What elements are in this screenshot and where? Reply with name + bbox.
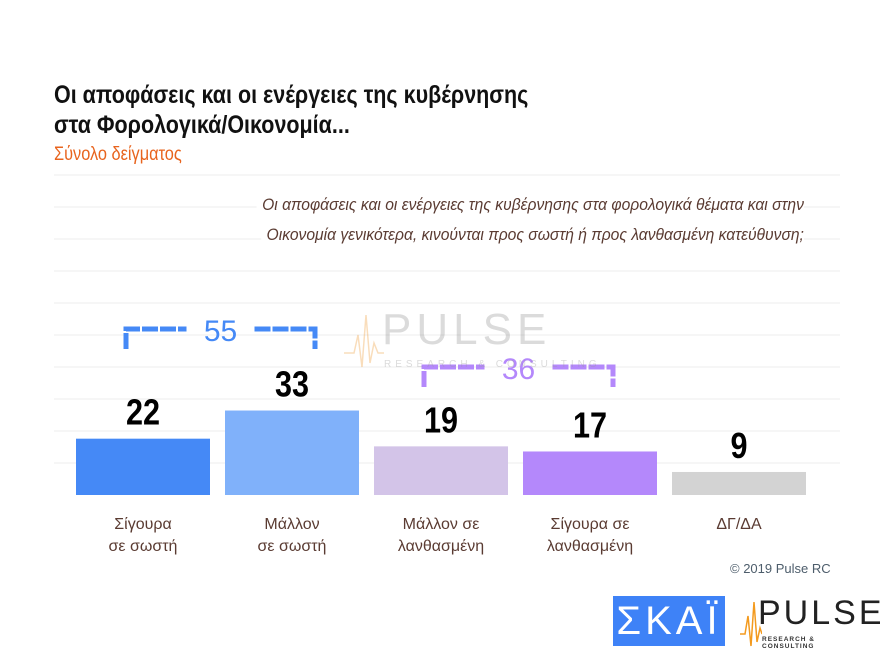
pulse-wave-icon: [344, 314, 384, 368]
data-label: 22: [126, 393, 160, 433]
copyright: © 2019 Pulse RC: [730, 561, 831, 576]
category-label: Σίγουρα σε σωστή: [108, 516, 178, 555]
group-bracket: [552, 364, 616, 387]
watermark-tag: RESEARCH & CONSULTING: [384, 359, 601, 370]
data-label: 9: [730, 427, 747, 467]
pulse-logo: PULSE RESEARCH & CONSULTING: [740, 594, 880, 650]
category-label: Μάλλον σε σωστή: [257, 516, 327, 555]
pulse-watermark: PULSE RESEARCH & CONSULTING: [344, 305, 597, 380]
group-bracket: [123, 326, 187, 349]
chart-title: Οι αποφάσεις και οι ενέργειες της κυβέρν…: [54, 80, 528, 140]
group-bracket: [421, 364, 485, 387]
bar: [76, 438, 210, 495]
category-label: Σίγουρα σε λανθασμένη: [546, 516, 634, 555]
pulse-tag: RESEARCH & CONSULTING: [762, 636, 815, 650]
group-total-label: 36: [502, 353, 535, 386]
skai-logo: ΣΚΑΪ: [613, 596, 725, 646]
data-label: 17: [573, 406, 607, 446]
pulse-word: PULSE: [758, 594, 880, 632]
title-line: στα Φορολογικά/Οικονομία...: [54, 111, 350, 139]
chart-subtitle: Σύνολο δείγματος: [54, 144, 182, 165]
group-total-label: 55: [204, 315, 237, 348]
question-line: Οι αποφάσεις και οι ενέργειες της κυβέρν…: [256, 190, 804, 220]
title-line: Οι αποφάσεις και οι ενέργειες της κυβέρν…: [54, 81, 529, 109]
bar: [523, 451, 657, 495]
data-label: 19: [424, 401, 458, 441]
bar: [225, 410, 359, 495]
question-text: Οι αποφάσεις και οι ενέργειες της κυβέρν…: [256, 190, 805, 250]
bar: [672, 471, 806, 495]
data-label: 33: [275, 365, 309, 405]
watermark-word: PULSE: [382, 305, 552, 354]
pulse-wave-icon: [740, 601, 763, 647]
group-bracket: [254, 326, 318, 349]
question-line: Οικονομία γενικότερα, κινούνται προς σωσ…: [261, 220, 805, 250]
category-label: ΔΓ/ΔΑ: [716, 516, 762, 533]
bar: [374, 446, 508, 495]
category-label: Μάλλον σε λανθασμένη: [397, 516, 485, 555]
